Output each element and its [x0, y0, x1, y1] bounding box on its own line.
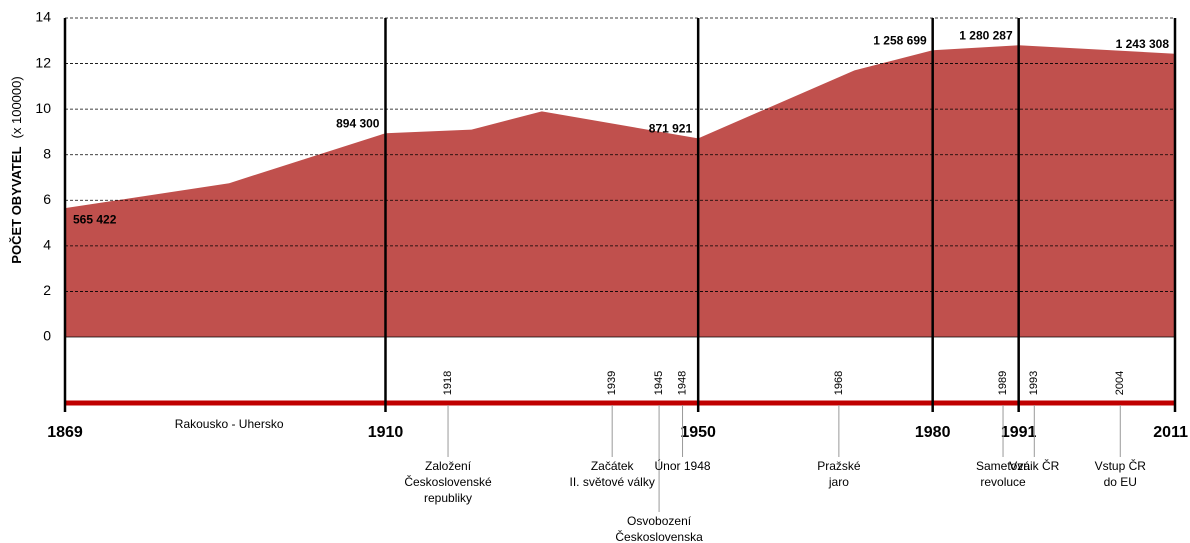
y-tick-label: 10	[35, 100, 51, 116]
y-tick-label: 12	[35, 54, 51, 70]
event-label: Sametová	[976, 459, 1030, 473]
y-axis-unit: (x 100000)	[9, 76, 24, 138]
data-label: 565 422	[73, 212, 117, 226]
event-label: Začátek	[591, 459, 635, 473]
event-year: 1945	[653, 371, 665, 395]
event-label: revoluce	[980, 475, 1026, 489]
data-label: 1 258 699	[873, 33, 927, 47]
event-label: Československa	[615, 529, 703, 543]
event-label: II. světové války	[569, 475, 654, 489]
y-tick-label: 0	[43, 328, 51, 344]
event-label: Osvobození	[627, 514, 692, 528]
event-label: republiky	[424, 491, 472, 505]
x-tick-label: 1991	[1001, 424, 1037, 441]
event-year: 1989	[997, 371, 1009, 395]
x-tick-label: 1910	[368, 424, 404, 441]
event-label: Vznik ČR	[1009, 458, 1059, 473]
event-label: Pražské	[817, 459, 861, 473]
event-label: do EU	[1104, 475, 1137, 489]
x-tick-label: 2011	[1153, 424, 1188, 441]
period-label: Rakousko - Uhersko	[175, 417, 284, 431]
data-label: 1 243 308	[1116, 37, 1170, 51]
y-axis-label: POČET OBYVATEL	[9, 146, 24, 263]
x-tick-label: 1869	[47, 424, 83, 441]
data-label: 871 921	[649, 121, 693, 135]
event-year: 1993	[1028, 371, 1040, 395]
area	[65, 45, 1175, 337]
y-tick-label: 8	[43, 145, 51, 161]
x-tick-label: 1980	[915, 424, 951, 441]
event-year: 2004	[1114, 371, 1126, 395]
y-axis-title: POČET OBYVATEL (x 100000)	[9, 76, 24, 263]
event-label: jaro	[828, 475, 849, 489]
y-tick-label: 4	[43, 237, 51, 253]
x-tick-label: 1950	[680, 424, 716, 441]
event-label: Vstup ČR	[1095, 458, 1147, 473]
event-label: Založení	[425, 459, 472, 473]
event-year: 1939	[606, 371, 618, 395]
event-label: Československé	[404, 474, 492, 489]
event-year: 1968	[833, 371, 845, 395]
data-label: 894 300	[336, 116, 380, 130]
y-tick-label: 6	[43, 191, 51, 207]
event-year: 1948	[676, 371, 688, 395]
event-label: Únor 1948	[655, 458, 711, 473]
y-tick-label: 14	[35, 9, 51, 25]
data-label: 1 280 287	[959, 28, 1013, 42]
y-tick-label: 2	[43, 282, 51, 298]
event-year: 1918	[442, 371, 454, 395]
